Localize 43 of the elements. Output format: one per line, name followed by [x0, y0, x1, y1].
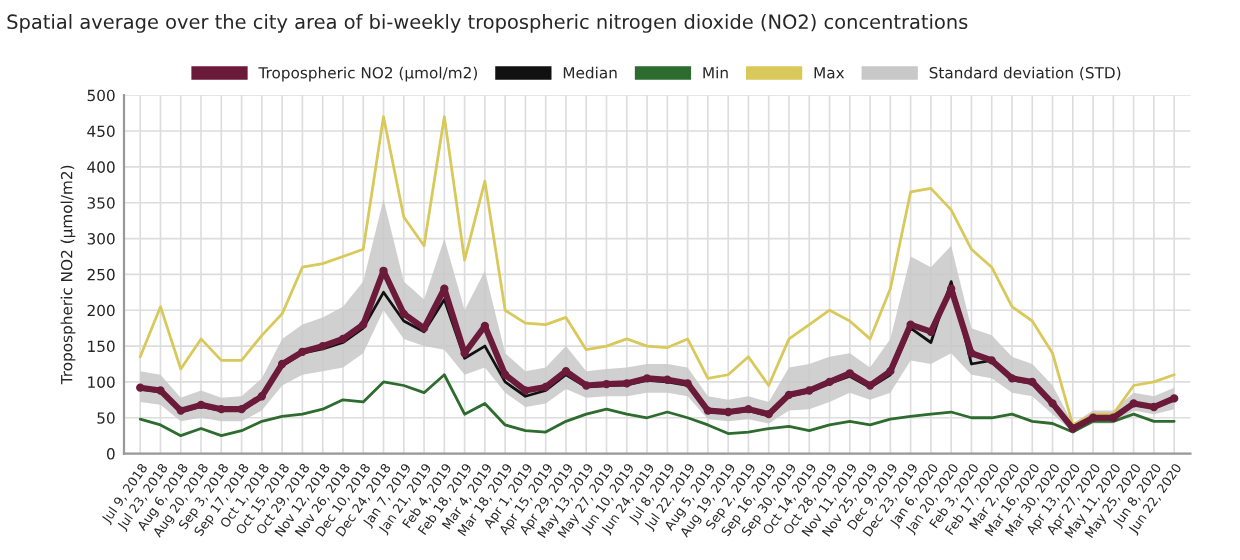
point [1129, 399, 1138, 408]
point [399, 309, 408, 318]
point [764, 410, 773, 419]
point [500, 370, 510, 379]
chart-title: Spatial average over the city area of bi-weekly tropospheric nitrogen dioxide (NO2) concentrations [7, 14, 968, 33]
point [683, 379, 692, 388]
point [1170, 394, 1179, 403]
point [967, 349, 976, 358]
point [359, 320, 368, 329]
point [805, 386, 814, 395]
point [1007, 374, 1017, 383]
point [541, 382, 550, 392]
point [845, 369, 854, 378]
point [744, 404, 753, 414]
point [886, 367, 895, 376]
point [642, 374, 652, 383]
point [521, 386, 530, 395]
point [176, 406, 185, 415]
point [1068, 424, 1077, 433]
point [277, 359, 287, 369]
point [663, 375, 672, 384]
point [196, 400, 206, 410]
point [825, 377, 834, 387]
point [1109, 413, 1118, 422]
point [298, 347, 307, 356]
point [136, 383, 145, 392]
point [906, 320, 915, 329]
point [602, 379, 611, 389]
point [926, 327, 936, 336]
point [622, 379, 631, 388]
point [784, 390, 794, 399]
point [237, 404, 246, 414]
point [1048, 399, 1057, 408]
point [987, 356, 996, 365]
point [1028, 377, 1037, 387]
point [582, 381, 591, 390]
point [1149, 402, 1159, 412]
point [865, 381, 875, 390]
point [561, 367, 571, 376]
point [257, 392, 267, 401]
point [338, 334, 348, 344]
line-series [138, 373, 1176, 438]
point [318, 341, 327, 351]
